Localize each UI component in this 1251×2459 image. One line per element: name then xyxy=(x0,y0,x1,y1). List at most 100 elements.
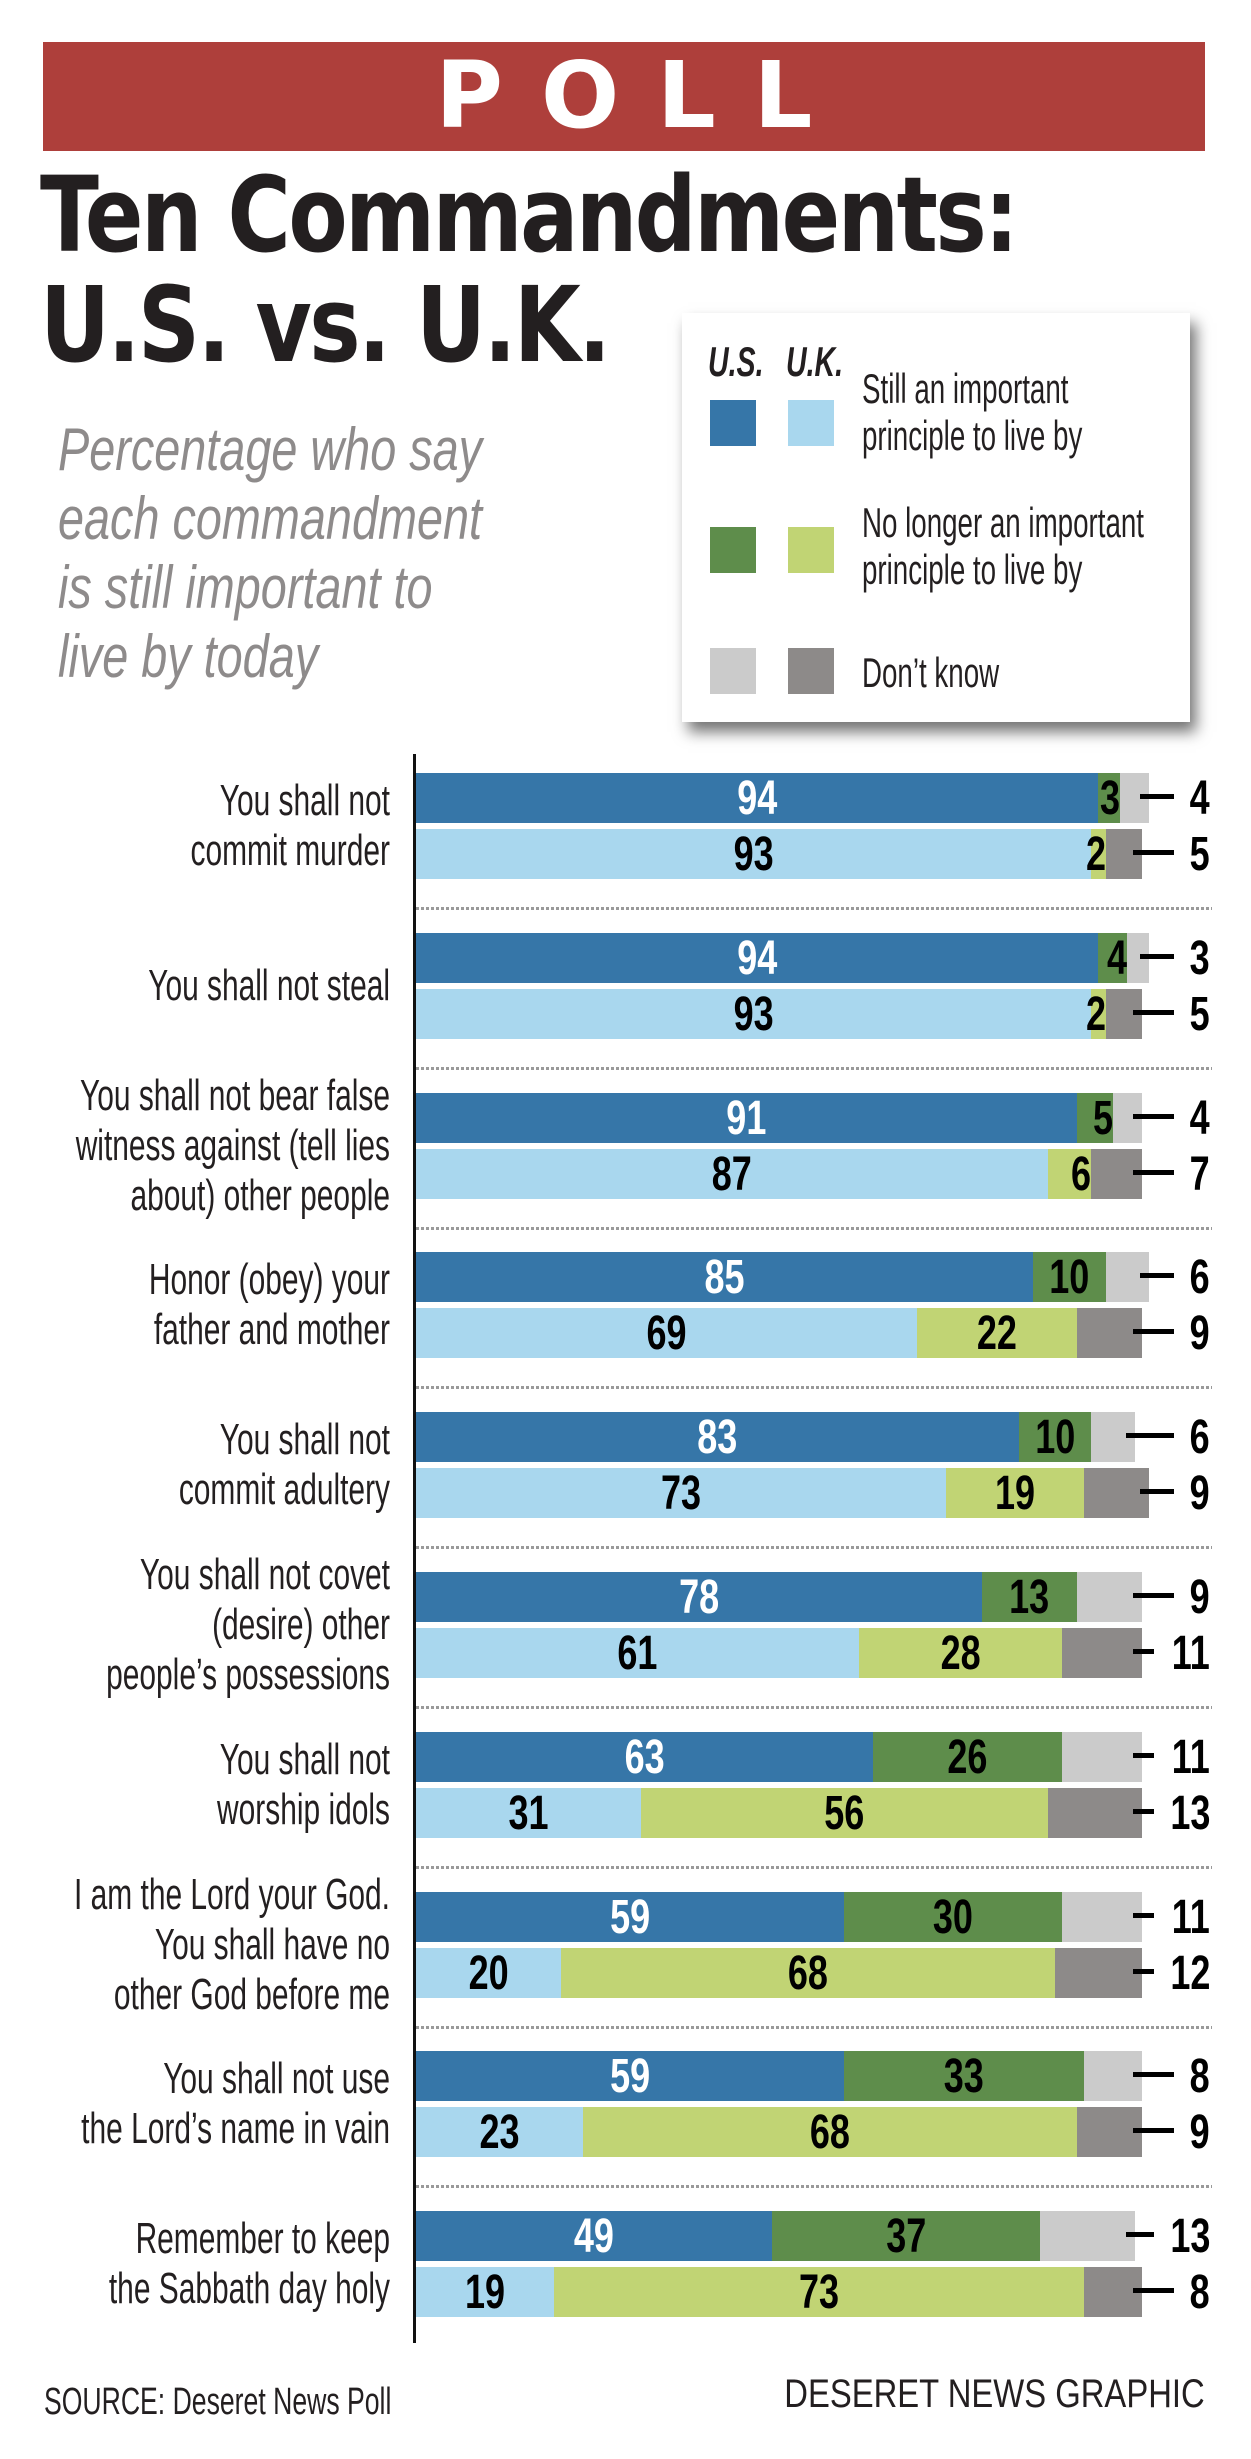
bar-segment-uk-important xyxy=(416,2107,583,2158)
bar-segment-us-important xyxy=(416,1891,845,1942)
bar-segment-uk-no-longer xyxy=(1091,829,1106,879)
source-note: SOURCE: Deseret News Poll xyxy=(44,2381,392,2423)
bar-value-label-uk-no-longer: 6 xyxy=(1071,1147,1092,1201)
subtitle-line: live by today xyxy=(58,623,319,690)
bar-value-label-us-no-longer: 13 xyxy=(1009,1571,1050,1624)
dont-know-value-uk: 5 xyxy=(1189,828,1210,881)
dont-know-value-us: 4 xyxy=(1189,1091,1210,1145)
bar-segment-us-no-longer xyxy=(873,1731,1063,1782)
dont-know-value-uk: 9 xyxy=(1189,1307,1210,1361)
legend-swatch-us-no-longer xyxy=(710,527,756,573)
group-separator xyxy=(416,1546,1212,1550)
leader-line-uk xyxy=(1133,1968,1154,1974)
y-axis-line xyxy=(413,754,416,2343)
bar-segment-uk-no-longer xyxy=(553,2267,1084,2318)
leader-line-us xyxy=(1133,1593,1174,1598)
bar-segment-uk-dont-know xyxy=(1083,1468,1150,1519)
bar-value-label-us-no-longer: 4 xyxy=(1107,931,1128,985)
legend-label-line: principle to live by xyxy=(862,412,1083,459)
legend-swatch-uk-important xyxy=(788,400,834,446)
bar-value-label-uk-important: 23 xyxy=(479,2106,520,2160)
bar-value-label-uk-no-longer: 56 xyxy=(824,1786,865,1840)
bar-segment-uk-no-longer xyxy=(1047,1148,1092,1199)
bar-value-label-us-important: 59 xyxy=(610,2050,651,2104)
legend-label-line: Don’t know xyxy=(862,649,1000,696)
bar-value-label-us-important: 49 xyxy=(573,2210,614,2264)
legend-label-important: Still an important principle to live by xyxy=(862,365,1082,459)
bar-value-label-us-important: 85 xyxy=(704,1251,745,1305)
bar-segment-us-important xyxy=(416,1252,1034,1303)
bar-segment-uk-dont-know xyxy=(1083,2267,1142,2318)
bar-segment-us-important xyxy=(416,1731,874,1782)
category-label-line: worship idols xyxy=(217,1784,390,1834)
dont-know-value-us: 6 xyxy=(1189,1411,1210,1465)
category-label: You shall not steal xyxy=(0,961,390,1011)
legend-label-line: No longer an important xyxy=(862,499,1144,546)
bar-segment-us-no-longer xyxy=(1033,1252,1106,1303)
category-label-line: commit murder xyxy=(190,826,390,875)
leader-line-uk xyxy=(1133,1009,1174,1015)
bar-segment-uk-important xyxy=(416,1628,859,1678)
leader-line-uk xyxy=(1140,1489,1174,1495)
bar-value-label-us-no-longer: 3 xyxy=(1100,772,1121,825)
legend-swatch-uk-no-longer xyxy=(788,527,834,573)
category-label: You shall not commit murder xyxy=(0,776,390,876)
category-label: I am the Lord your God. You shall have no… xyxy=(0,1870,390,2020)
category-label-line: I am the Lord your God. xyxy=(74,1869,390,1919)
legend-header-uk: U.K. xyxy=(786,338,844,385)
category-label-line: You shall not xyxy=(219,776,390,825)
category-label: You shall not commit adultery xyxy=(0,1415,390,1515)
legend-label-dont-know: Don’t know xyxy=(862,649,999,696)
bar-segment-us-dont-know xyxy=(1062,1731,1142,1782)
category-label-line: You shall have no xyxy=(154,1919,390,1969)
bar-segment-us-important xyxy=(416,932,1099,983)
dont-know-value-uk: 9 xyxy=(1189,1467,1210,1521)
poll-banner: POLL xyxy=(43,42,1205,151)
bar-value-label-uk-no-longer: 2 xyxy=(1085,987,1106,1041)
bar-segment-us-dont-know xyxy=(1083,2051,1142,2102)
bar-value-label-uk-important: 20 xyxy=(468,1946,509,2000)
bar-segment-uk-dont-know xyxy=(1076,2107,1142,2158)
leader-line-us xyxy=(1133,2072,1174,2078)
bar-segment-us-no-longer xyxy=(1098,773,1121,823)
bar-segment-us-important xyxy=(416,1412,1019,1463)
bar-value-label-us-no-longer: 37 xyxy=(886,2210,927,2264)
group-separator xyxy=(416,907,1212,910)
category-label-line: father and mother xyxy=(153,1305,390,1355)
leader-line-uk xyxy=(1133,1329,1174,1335)
bar-value-label-uk-important: 87 xyxy=(711,1147,752,1201)
dont-know-value-uk: 12 xyxy=(1169,1946,1210,2000)
dont-know-value-us: 6 xyxy=(1189,1251,1210,1305)
legend-header-us: U.S. xyxy=(708,338,764,385)
bar-segment-us-dont-know xyxy=(1127,932,1150,983)
graphic-credit: DESERET NEWS GRAPHIC xyxy=(784,2372,1205,2416)
bar-value-label-uk-no-longer: 19 xyxy=(994,1467,1035,1521)
legend-swatch-us-dont-know xyxy=(710,648,756,694)
bar-value-label-uk-no-longer: 73 xyxy=(798,2266,839,2320)
bar-segment-us-important xyxy=(416,773,1099,823)
bar-segment-us-no-longer xyxy=(844,2051,1084,2102)
dont-know-value-uk: 5 xyxy=(1189,987,1210,1041)
leader-line-us xyxy=(1125,2232,1154,2238)
dont-know-value-us: 11 xyxy=(1171,1730,1210,1784)
bar-segment-uk-no-longer xyxy=(582,2107,1077,2158)
leader-line-uk xyxy=(1133,1808,1154,1814)
category-label-line: the Lord’s name in vain xyxy=(81,2104,390,2154)
bar-segment-us-dont-know xyxy=(1076,1572,1142,1622)
bar-segment-us-important xyxy=(416,2051,845,2102)
leader-line-us xyxy=(1133,1752,1154,1758)
bar-segment-uk-dont-know xyxy=(1047,1787,1142,1838)
title-line-1: Ten Commandments: xyxy=(40,154,1019,276)
bar-value-label-uk-important: 61 xyxy=(617,1627,658,1680)
category-label-line: You shall not xyxy=(219,1415,390,1465)
legend-label-no-longer: No longer an important principle to live… xyxy=(862,499,1144,593)
bar-value-label-us-no-longer: 10 xyxy=(1034,1411,1075,1465)
bar-value-label-us-important: 94 xyxy=(737,931,778,985)
bar-segment-us-important xyxy=(416,1572,983,1622)
category-label-line: You shall not covet xyxy=(139,1550,390,1599)
dont-know-value-uk: 11 xyxy=(1171,1627,1210,1680)
bar-value-label-uk-no-longer: 22 xyxy=(976,1307,1017,1361)
group-separator xyxy=(416,2185,1212,2189)
dont-know-value-uk: 9 xyxy=(1189,2106,1210,2160)
